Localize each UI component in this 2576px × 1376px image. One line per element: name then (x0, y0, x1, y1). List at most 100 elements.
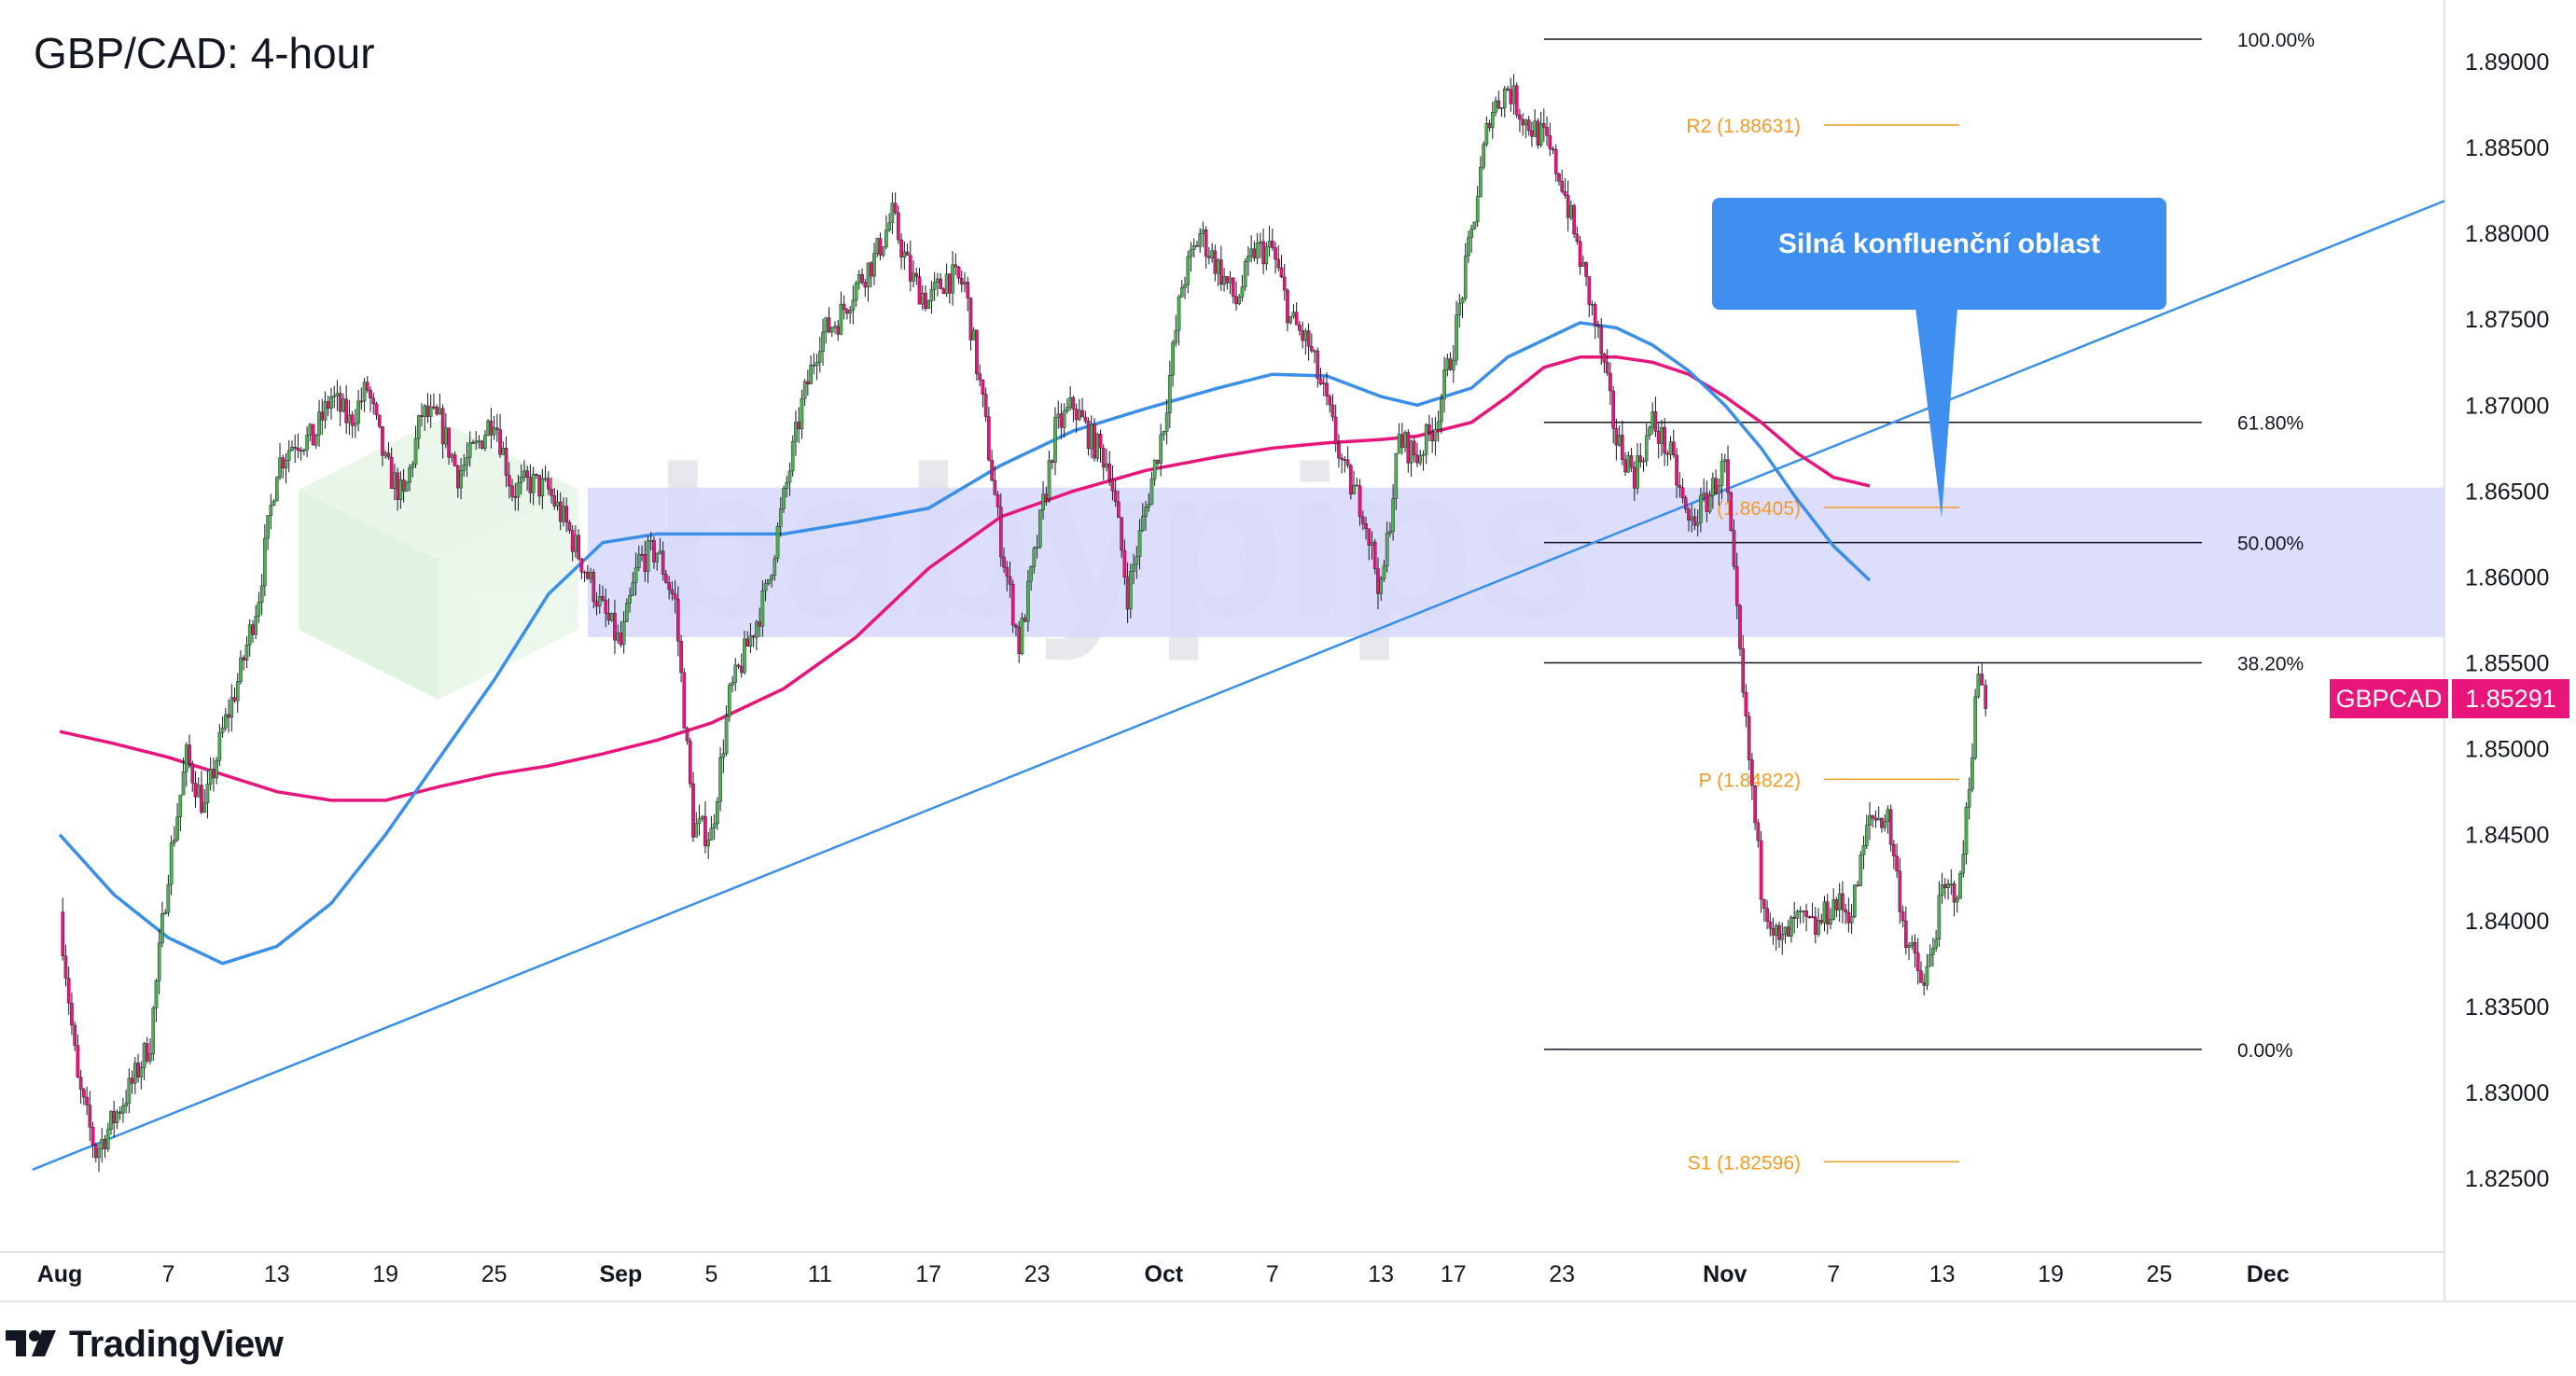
x-tick-label: 11 (808, 1261, 832, 1287)
candle-body (827, 317, 831, 333)
candle-body (1433, 428, 1438, 441)
candle-body (1078, 410, 1081, 421)
candle-body (1298, 325, 1302, 331)
candle-body (670, 589, 675, 594)
candle-body (1849, 916, 1854, 924)
candle-body (667, 582, 671, 591)
candle-body (398, 480, 403, 500)
candle-body (550, 489, 553, 496)
candle-body (1005, 566, 1010, 577)
candle-body (1980, 674, 1984, 686)
candle-body (438, 408, 442, 415)
candle-body (1313, 350, 1316, 353)
candle-body (743, 638, 746, 674)
candle-body (1886, 809, 1890, 822)
candle-body (983, 394, 988, 417)
candle-body (1255, 243, 1260, 258)
candle-body (1514, 85, 1519, 116)
y-tick-label: 1.87000 (2465, 393, 2549, 419)
candle-body (1750, 759, 1754, 786)
candle-body (1068, 397, 1072, 408)
candle-body (317, 411, 321, 436)
candle-body (1578, 241, 1582, 267)
candle-body (1457, 302, 1462, 315)
candle-body (1672, 441, 1676, 456)
candle-body (251, 624, 255, 635)
candle-body (604, 599, 608, 614)
candle-body (697, 818, 702, 825)
candle-body (1472, 221, 1477, 229)
candle-body (242, 657, 246, 660)
candle-body (1841, 893, 1845, 910)
candle-body (845, 309, 849, 314)
candle-body (1563, 191, 1567, 196)
candle-body (1756, 822, 1761, 841)
candle-body (205, 784, 210, 804)
watermark-logo (299, 420, 578, 700)
candle-body (1915, 952, 1920, 971)
candle-body (1379, 578, 1383, 594)
candle-body (1333, 416, 1338, 445)
candle-body (790, 441, 795, 472)
candle-body (76, 1045, 80, 1078)
candle-body (486, 420, 490, 436)
candle-body (1360, 516, 1365, 524)
candle-body (492, 427, 496, 436)
candle-body (1810, 916, 1815, 918)
candle-body (124, 1103, 128, 1106)
candle-body (1286, 289, 1289, 324)
candle-body (272, 500, 276, 506)
candle-body (806, 381, 810, 384)
candle-body (381, 425, 384, 456)
candle-body (1506, 88, 1510, 90)
candle-body (1140, 516, 1145, 531)
candle-body (724, 716, 729, 755)
candle-body (1249, 248, 1253, 257)
candle-body (163, 912, 167, 914)
candle-body (1288, 315, 1292, 324)
candle-body (510, 485, 514, 497)
candle-body (628, 595, 632, 604)
candle-body (564, 506, 568, 523)
x-tick-label: 13 (1929, 1261, 1956, 1287)
tradingview-icon (6, 1330, 56, 1356)
candle-body (1301, 329, 1304, 341)
candle-body (589, 572, 592, 579)
candle-body (676, 598, 680, 642)
candle-body (851, 299, 856, 311)
candle-body (1162, 431, 1166, 436)
candle-body (574, 535, 578, 552)
candle-body (215, 759, 218, 779)
candle-body (1608, 372, 1612, 392)
candle-body (941, 288, 946, 294)
tradingview-logo[interactable]: TradingView (4, 1321, 284, 1368)
candle-body (1499, 107, 1504, 109)
candle-body (1083, 416, 1088, 422)
candle-body (1385, 533, 1389, 566)
candle-body (1101, 448, 1106, 468)
candle-body (800, 398, 804, 430)
candle-body (688, 741, 692, 785)
candle-body (818, 351, 822, 363)
candle-body (208, 769, 213, 785)
candle-body (1864, 825, 1869, 846)
candle-body (1497, 100, 1501, 109)
candle-body (1861, 845, 1866, 855)
candle-body (308, 424, 313, 436)
candle-body (423, 405, 427, 417)
candle-body (227, 714, 230, 718)
fib-label: 0.00% (2237, 1040, 2293, 1062)
candle-body (625, 603, 629, 622)
y-tick-label: 1.83000 (2465, 1080, 2549, 1106)
candle-body (1029, 566, 1033, 582)
candle-body (755, 621, 759, 638)
candle-body (787, 470, 792, 483)
candle-body (1521, 118, 1525, 126)
candle-body (1807, 916, 1812, 918)
candle-body (1204, 229, 1208, 257)
candle-body (547, 478, 550, 490)
candle-body (733, 664, 738, 683)
candle-body (1569, 205, 1573, 218)
